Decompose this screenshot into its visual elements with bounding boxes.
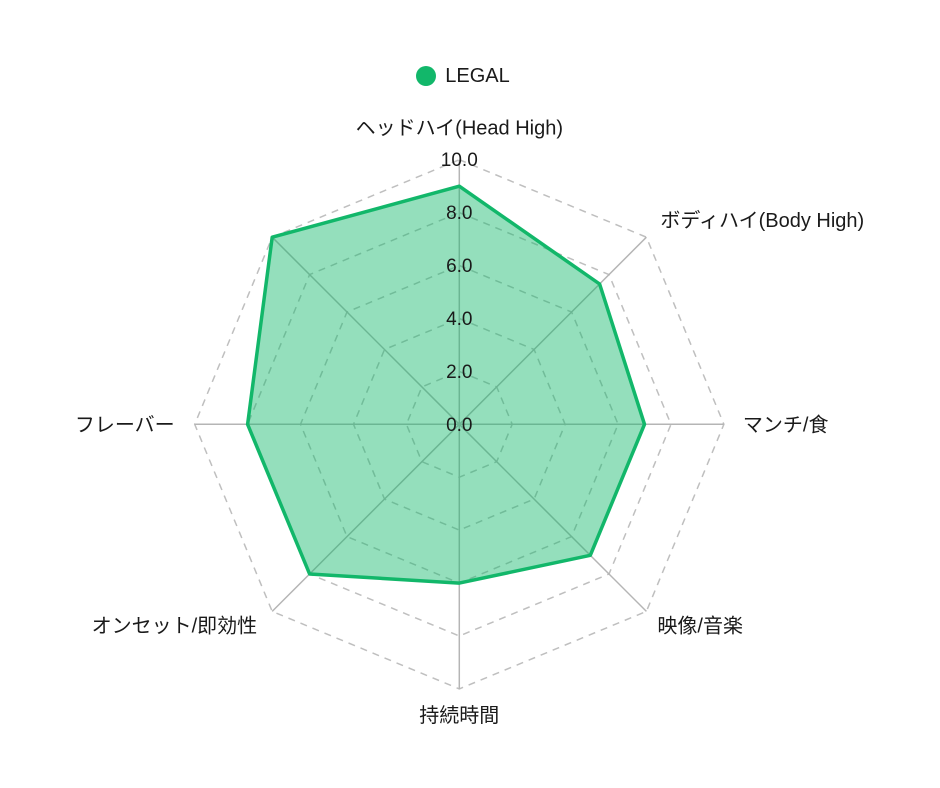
axis-label: 持続時間 (419, 704, 499, 727)
axis-label: ヘッドハイ(Head High) (356, 118, 563, 140)
axis-line (271, 236, 460, 425)
grid-ring (246, 211, 672, 637)
grid-ring (352, 317, 566, 531)
tick-label: 0.0 (446, 415, 472, 436)
axis-label: マンチ/食 (743, 413, 829, 436)
tick-label: 8.0 (446, 203, 472, 224)
tick-label: 6.0 (446, 256, 472, 277)
axis-line (458, 236, 647, 425)
axis-label: ボディハイ(Body High) (660, 209, 864, 232)
axis-label: フレーバー (75, 414, 175, 436)
chart-legend: LEGAL (0, 64, 940, 88)
axis-label: オンセット/即効性 (92, 614, 258, 637)
legend-series-dot (416, 66, 437, 86)
tick-label: 2.0 (446, 362, 472, 383)
legend-item-legal[interactable]: LEGAL (416, 64, 510, 88)
axis-line (271, 423, 460, 612)
axis-line (458, 423, 647, 612)
axis-label: 映像/音楽 (657, 614, 743, 637)
series-polygon[interactable] (245, 184, 647, 585)
tick-label: 4.0 (446, 309, 472, 330)
tick-label: 10.0 (441, 150, 478, 171)
legend-series-label: LEGAL (445, 65, 510, 87)
